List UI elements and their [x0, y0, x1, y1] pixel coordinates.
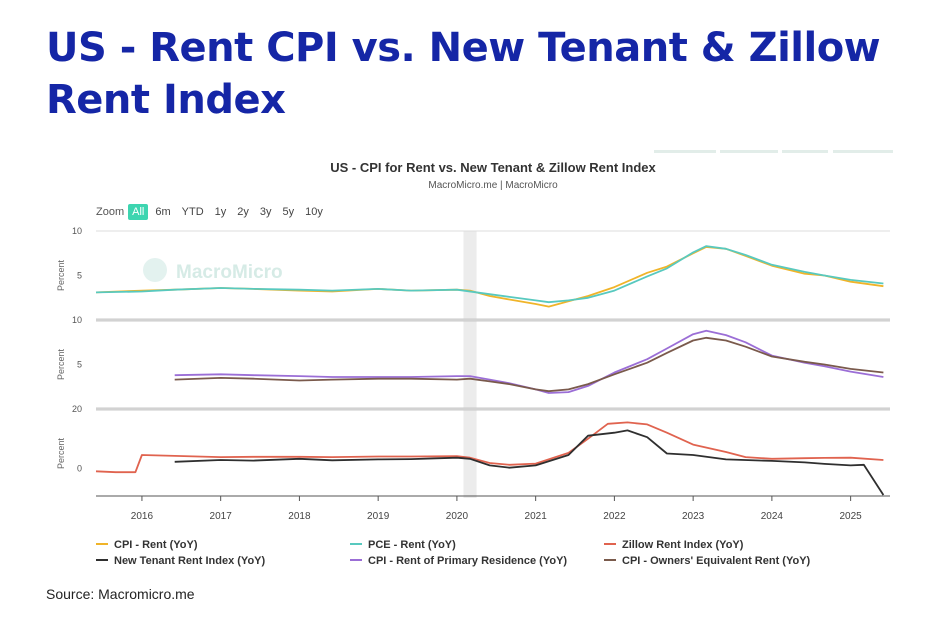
zoom-ytd-button[interactable]: YTD	[181, 206, 204, 218]
y-tick-label: 5	[77, 271, 82, 281]
tab-indicator	[833, 150, 893, 153]
zoom-3y-button[interactable]: 3y	[259, 206, 272, 218]
y-tick-label: 10	[72, 226, 82, 236]
zoom-all-button[interactable]: All	[128, 204, 149, 220]
source-note: Source: Macromicro.me	[46, 586, 195, 602]
zoom-1y-button[interactable]: 1y	[214, 206, 227, 218]
y-tick-label: 5	[77, 360, 82, 370]
chart-title: US - CPI for Rent vs. New Tenant & Zillo…	[330, 160, 656, 175]
zoom-10y-button[interactable]: 10y	[305, 206, 323, 218]
zoom-6m-button[interactable]: 6m	[155, 206, 171, 218]
slide-title: US - Rent CPI vs. New Tenant & Zillow Re…	[46, 25, 881, 123]
tab-indicator	[720, 150, 778, 153]
chart-subtitle: MacroMicro.me | MacroMicro	[428, 180, 558, 191]
y-axis-label: Percent	[56, 259, 66, 291]
zoom-bar: Zoom All 6m YTD 1y 2y 3y 5y 10y	[96, 204, 330, 220]
zoom-2y-button[interactable]: 2y	[237, 206, 249, 218]
tab-indicator	[782, 150, 828, 153]
y-tick-label: 0	[77, 463, 82, 473]
y-axis-label: Percent	[56, 348, 66, 380]
y-tick-label: 10	[72, 315, 82, 325]
zoom-5y-button[interactable]: 5y	[282, 206, 295, 218]
tab-indicator	[654, 150, 716, 153]
y-axis-label: Percent	[56, 437, 66, 469]
y-tick-label: 20	[72, 404, 82, 414]
chart-panel: US - CPI for Rent vs. New Tenant & Zillo…	[88, 150, 898, 575]
zoom-label: Zoom	[96, 206, 125, 218]
